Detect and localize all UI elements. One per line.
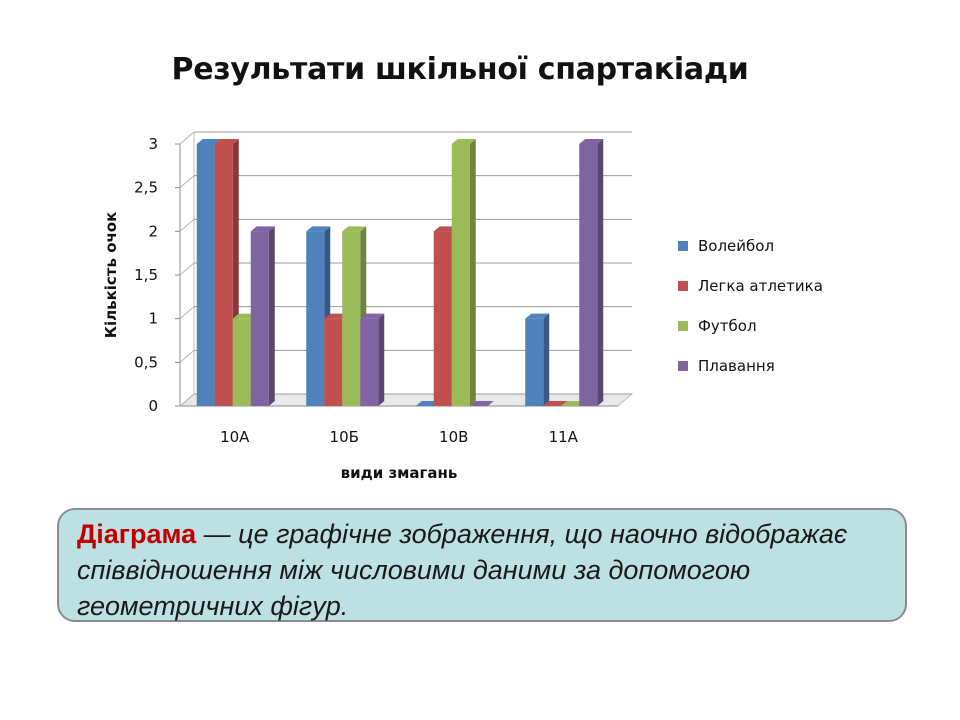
legend-swatch (678, 241, 688, 251)
y-tick-label: 1,5 (134, 266, 158, 284)
bar-11А-0 (525, 313, 550, 406)
y-tick-label: 2,5 (134, 179, 158, 197)
gridline-side (179, 175, 195, 189)
bar-10В-3 (469, 401, 494, 406)
legend-swatch (678, 321, 688, 331)
x-tick-label: 10А (220, 428, 250, 446)
definition-text: — це графічне зображення, що наочно відо… (77, 519, 848, 621)
x-tick-label: 11А (549, 428, 579, 446)
legend-label: Легка атлетика (698, 277, 823, 295)
legend-label: Волейбол (698, 237, 774, 255)
legend-label: Футбол (698, 317, 757, 335)
y-tick-label: 1 (148, 310, 158, 328)
legend-swatch (678, 361, 688, 371)
y-tick-label: 2 (148, 222, 158, 240)
bar-10В-2 (451, 139, 476, 406)
gridline-side (179, 393, 195, 407)
legend-label: Плавання (698, 357, 775, 375)
gridline-side (179, 349, 195, 363)
bar-11А-3 (579, 139, 604, 406)
gridline-side (179, 131, 195, 145)
x-tick-label: 10Б (330, 428, 359, 446)
gridline-side (179, 262, 195, 276)
bar-10Б-3 (360, 313, 385, 406)
chart-title: Результати шкільної спартакіади (171, 52, 749, 87)
gridline-side (179, 218, 195, 232)
definition-box: Діаграма — це графічне зображення, що на… (57, 508, 907, 622)
gridline-side (179, 306, 195, 320)
bar-chart: 0 0,5 1 1,5 2 2,5 3 10А 10Б 10В 11А види змагань Кіл… (102, 131, 823, 482)
legend-swatch (678, 281, 688, 291)
bar-11А-1 (543, 401, 568, 406)
bar-10А-3 (250, 226, 275, 406)
y-tick-label: 0,5 (134, 353, 158, 371)
x-axis-title: види змагань (341, 464, 458, 482)
y-tick-label: 3 (148, 135, 158, 153)
y-tick-label: 0 (148, 397, 158, 415)
y-axis-title: Кількість очок (102, 212, 120, 339)
definition-term: Діаграма (77, 519, 197, 549)
x-tick-label: 10В (439, 428, 468, 446)
